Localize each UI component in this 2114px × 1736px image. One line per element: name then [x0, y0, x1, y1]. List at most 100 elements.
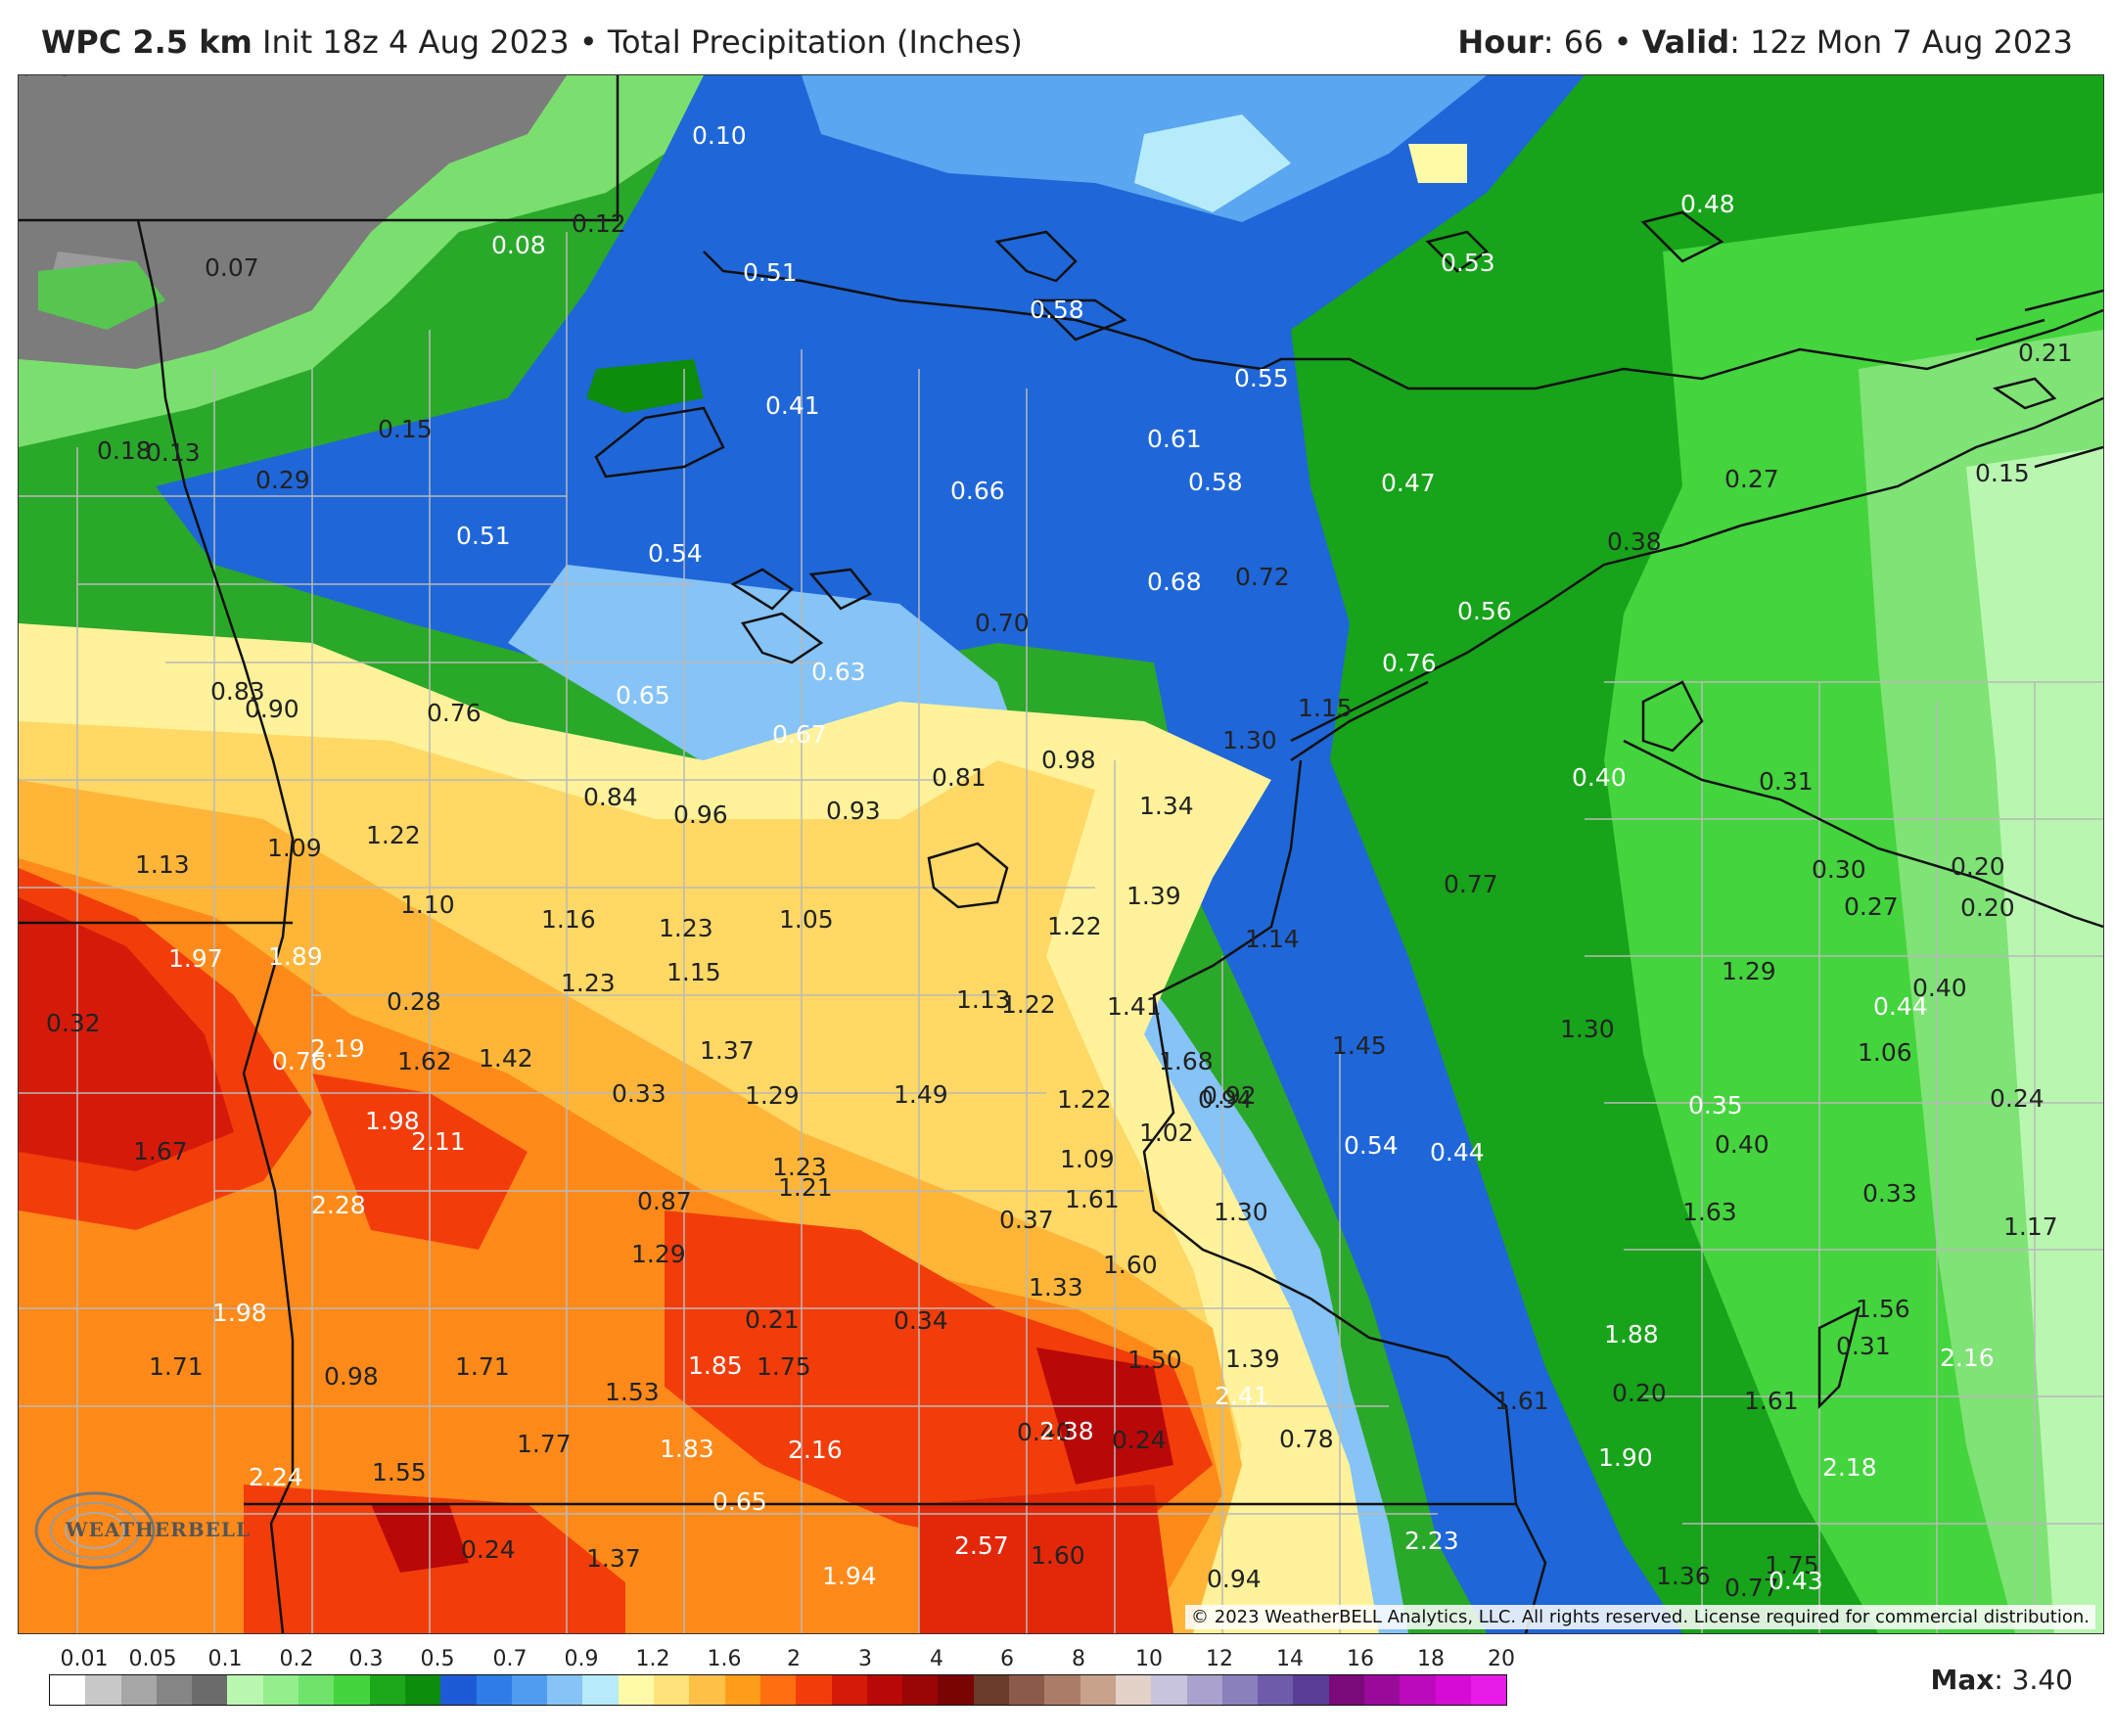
precip-label: 1.29	[631, 1240, 686, 1268]
precip-label: 1.23	[561, 969, 616, 997]
legend-swatch	[547, 1675, 583, 1705]
precip-label: 0.58	[1030, 296, 1084, 324]
precip-label: 0.87	[637, 1187, 692, 1215]
precip-label: 1.98	[365, 1107, 420, 1135]
legend-tick-label: 0.3	[348, 1647, 384, 1671]
precip-label: 1.88	[1604, 1320, 1659, 1348]
valid-label: Valid	[1641, 23, 1730, 61]
wi-mi-border	[1290, 396, 2103, 743]
apostle-islands	[1641, 680, 1704, 753]
precip-label: 1.30	[1214, 1198, 1268, 1226]
precip-label: 0.48	[1680, 190, 1735, 218]
copyright-notice: © 2023 WeatherBELL Analytics, LLC. All r…	[1185, 1605, 2095, 1629]
precip-label: 1.06	[1858, 1038, 1912, 1067]
precip-label: 1.75	[757, 1352, 811, 1381]
precip-label: 1.42	[479, 1044, 533, 1073]
valid-separator: •	[1613, 23, 1632, 61]
precip-label: 1.75	[1765, 1551, 1819, 1579]
legend-swatch	[120, 1675, 157, 1705]
precip-label: 2.28	[311, 1191, 366, 1219]
max-number: : 3.40	[1994, 1664, 2073, 1696]
precipitation-map: 0.10 0.12 0.08 0.07 0.51 0.58 0.53 0.48 0.55 0.21…	[18, 74, 2104, 1634]
precip-label: 1.71	[455, 1352, 510, 1381]
precip-label: 1.49	[894, 1080, 948, 1109]
precip-label: 1.56	[1856, 1295, 1910, 1323]
legend-swatch	[1151, 1675, 1187, 1705]
precip-label: 1.61	[1494, 1387, 1549, 1415]
legend-tick-label: 6	[1000, 1647, 1014, 1671]
precip-label: 0.28	[387, 987, 441, 1016]
precip-label: 0.65	[712, 1487, 767, 1516]
precip-label: 1.77	[517, 1430, 572, 1458]
legend-swatch	[1115, 1675, 1152, 1705]
legend-swatch	[262, 1675, 299, 1705]
legend-swatch	[511, 1675, 548, 1705]
county-lines	[19, 232, 2103, 1633]
precip-label: 0.15	[378, 415, 433, 443]
logo-swirl-icon	[34, 1491, 156, 1570]
precip-label: 1.90	[1598, 1443, 1653, 1472]
precip-label: 0.81	[932, 763, 987, 792]
precip-label: 2.18	[1822, 1453, 1877, 1482]
precip-label: 1.22	[366, 821, 421, 849]
precip-fields	[19, 75, 2103, 1633]
precip-label: 0.30	[1812, 855, 1866, 884]
precip-label: 0.24	[461, 1535, 516, 1564]
precip-label: 0.41	[765, 391, 820, 420]
precip-label: 0.51	[743, 258, 798, 287]
legend-tick-label: 18	[1417, 1647, 1445, 1671]
legend-swatch	[404, 1675, 441, 1705]
precip-label: 1.41	[1107, 992, 1162, 1021]
darkred-core	[1036, 1348, 1173, 1485]
precip-label: 1.34	[1139, 792, 1194, 820]
precip-label: 1.23	[772, 1153, 827, 1181]
precip-label: 0.43	[1769, 1567, 1823, 1595]
lakes-ne	[1425, 210, 1724, 273]
precip-label: 1.29	[1722, 957, 1776, 985]
darkred-core-sw	[371, 1504, 469, 1573]
precip-label: 0.40	[1715, 1130, 1769, 1159]
precip-label: 0.65	[616, 681, 670, 709]
legend-swatch	[299, 1675, 335, 1705]
blue-band	[156, 75, 1682, 1633]
precip-label: 0.20	[1951, 852, 2005, 881]
precip-label: 0.92	[1202, 1081, 1257, 1110]
precip-label: 1.30	[1222, 726, 1277, 754]
red-field-center-w	[312, 1074, 528, 1250]
precip-label: 1.89	[268, 942, 323, 971]
precip-label: 2.57	[954, 1531, 1009, 1560]
precip-label: 0.20	[1960, 893, 2015, 922]
precip-label: 1.33	[1029, 1273, 1083, 1302]
product-name: Total Precipitation (Inches)	[607, 23, 1023, 61]
precip-label: 1.10	[400, 891, 455, 919]
legend-swatch	[1258, 1675, 1294, 1705]
precip-label: 0.94	[1198, 1085, 1253, 1114]
legend-tick-label: 0.01	[60, 1647, 109, 1671]
hour-label: Hour	[1457, 23, 1543, 61]
precip-label: 1.71	[149, 1352, 204, 1381]
canada-border-west	[19, 75, 620, 222]
precip-label: 0.83	[210, 677, 265, 706]
precip-label: 1.22	[1057, 1085, 1112, 1114]
legend-swatch	[973, 1675, 1010, 1705]
precip-label: 1.45	[1332, 1031, 1387, 1060]
legend-tick-label: 0.9	[564, 1647, 599, 1671]
mississippi-border	[1142, 759, 1547, 1633]
legend-swatch	[866, 1675, 903, 1705]
precip-label: 2.16	[1940, 1344, 1995, 1372]
map-title: WPC 2.5 km Init 18z 4 Aug 2023 • Total P…	[41, 23, 1023, 61]
mi-shore-ne	[1975, 289, 2103, 469]
precip-label: 0.77	[1724, 1574, 1779, 1602]
precip-label: 1.05	[779, 905, 834, 934]
legend-tick-label: 2	[787, 1647, 801, 1671]
precip-label: 2.38	[1039, 1417, 1094, 1445]
precip-label: 0.34	[894, 1306, 948, 1335]
precip-label: 0.44	[1873, 992, 1928, 1021]
precip-label: 0.27	[1724, 465, 1779, 493]
legend-swatch	[476, 1675, 512, 1705]
max-value: Max: 3.40	[1930, 1664, 2073, 1696]
legend-tick-label: 0.7	[492, 1647, 528, 1671]
lake-leech	[730, 568, 872, 611]
mi-lake-ne	[1992, 377, 2057, 410]
precip-label: 0.93	[826, 797, 881, 825]
